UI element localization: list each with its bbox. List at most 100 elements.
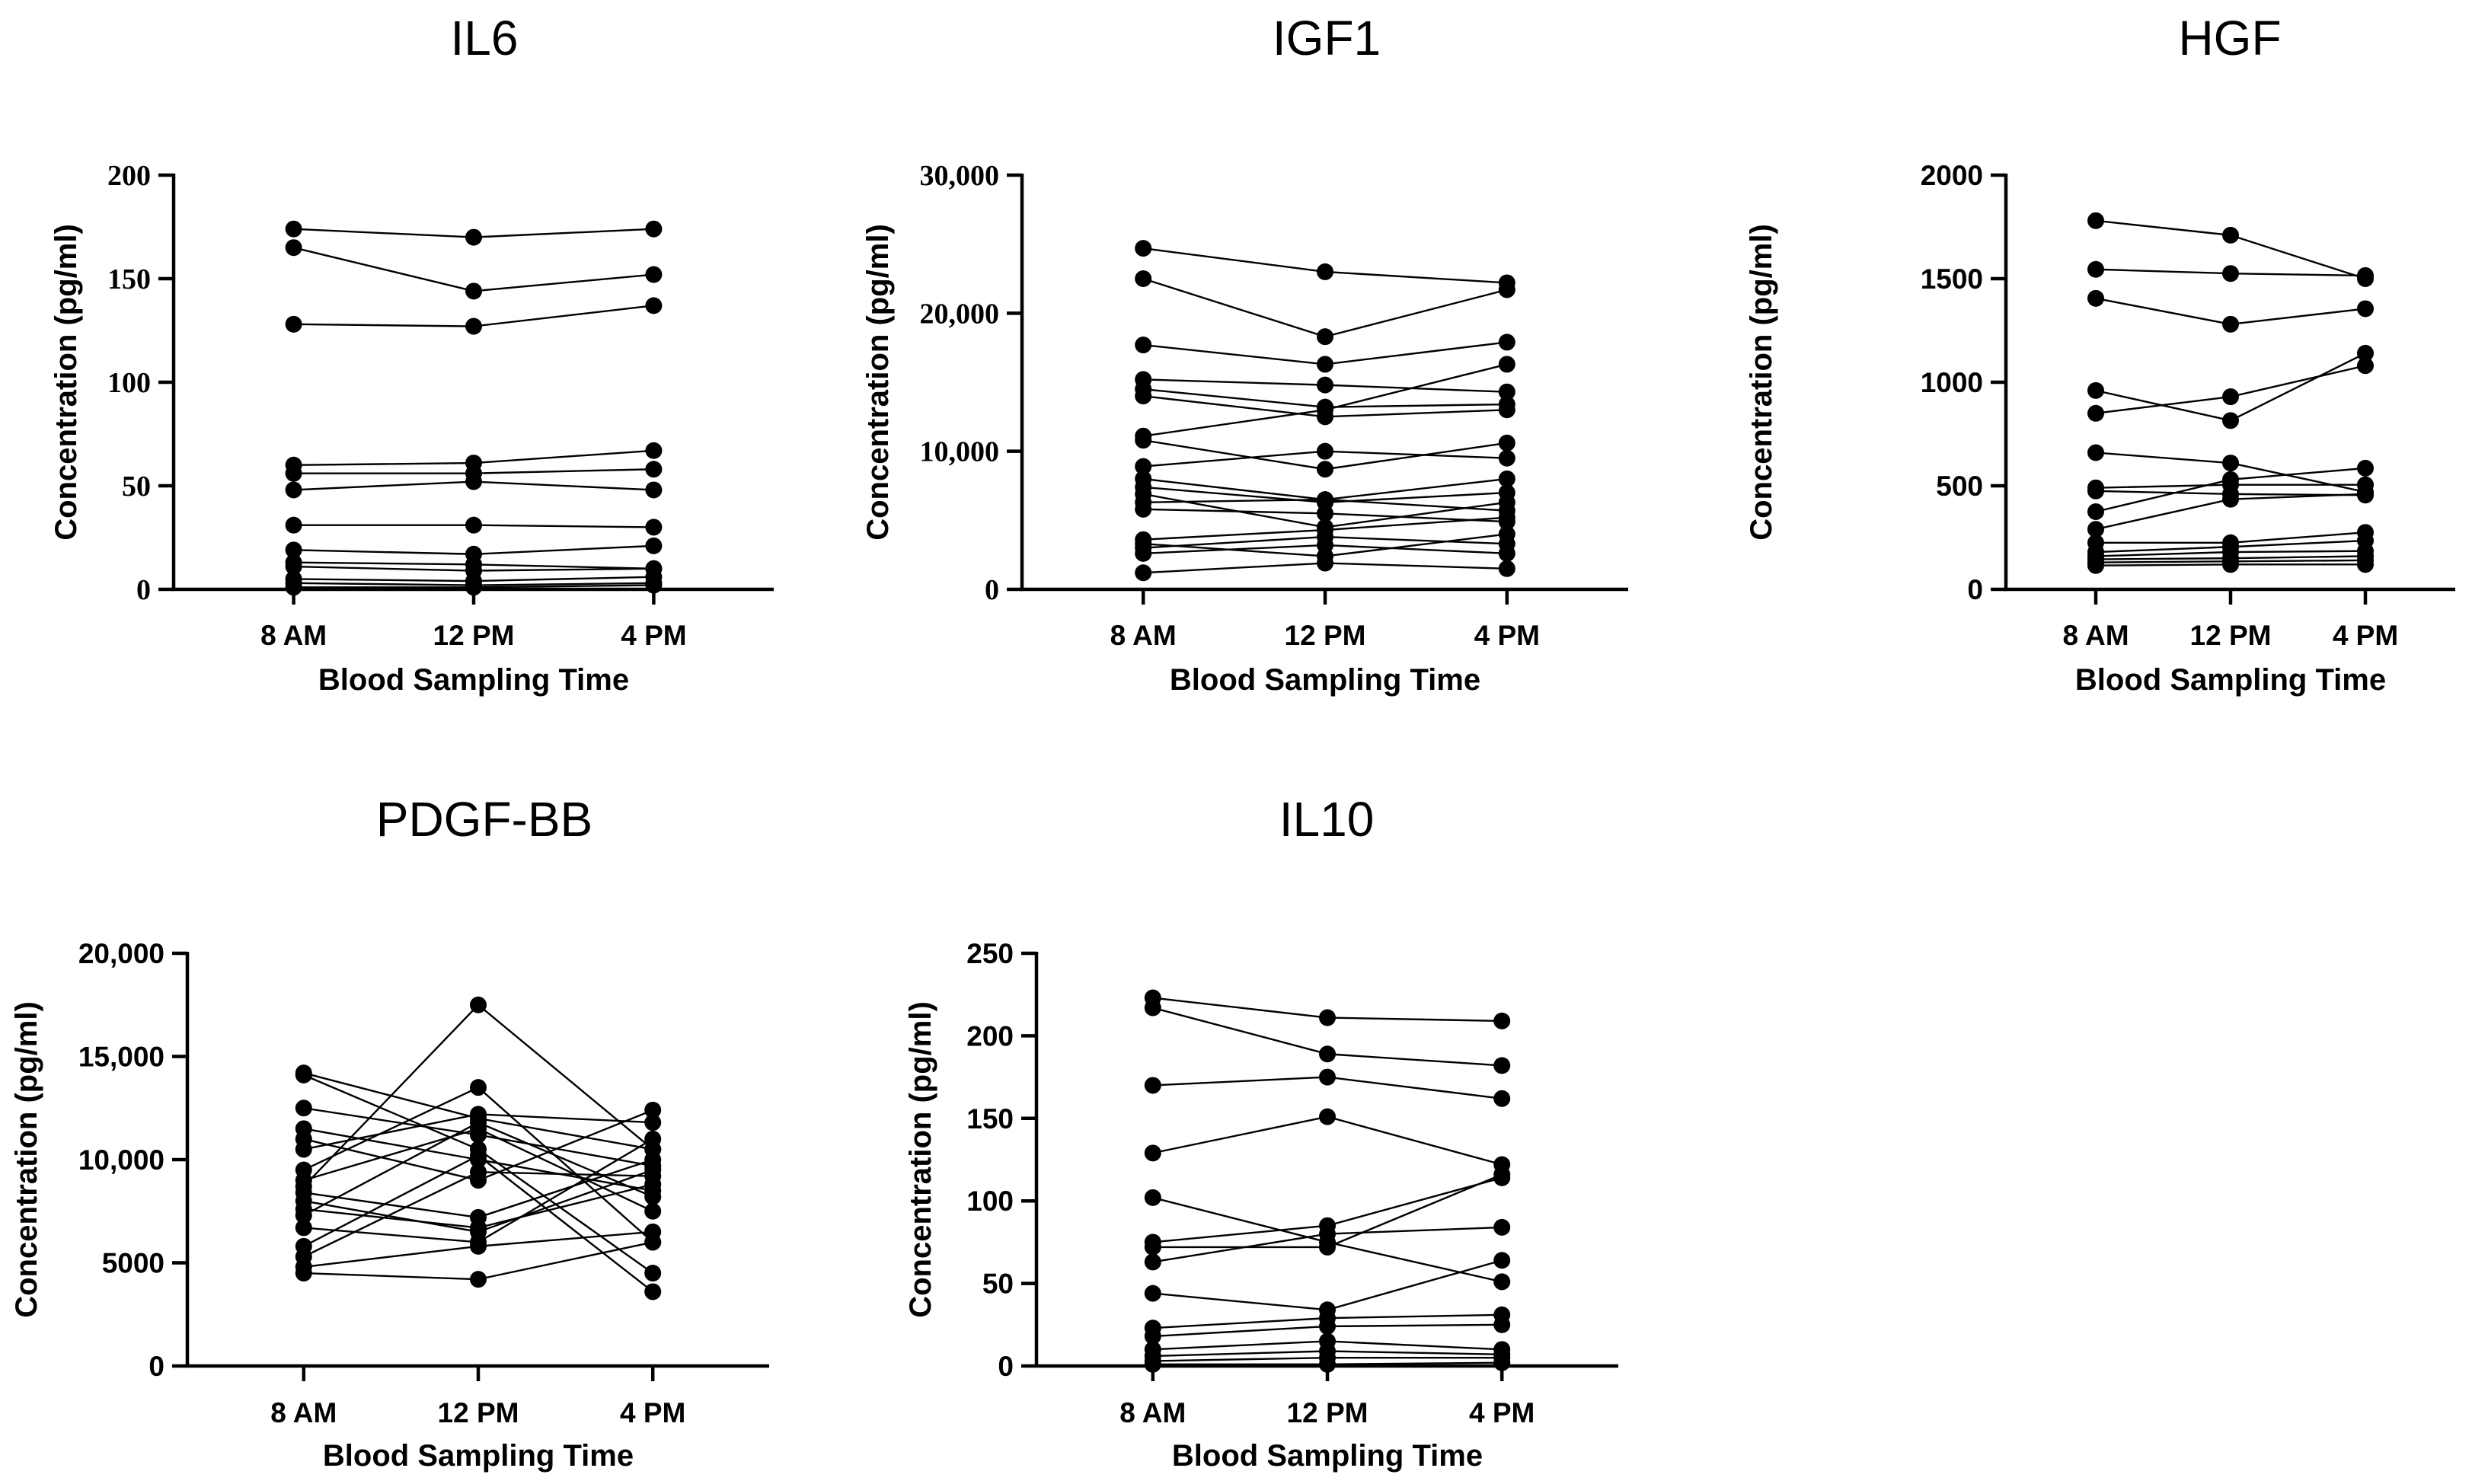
data-point	[2087, 289, 2104, 307]
data-point	[1498, 544, 1515, 562]
data-point	[2087, 503, 2104, 520]
data-point	[470, 1219, 487, 1237]
data-point	[2222, 490, 2239, 508]
chart-title: HGF	[2178, 11, 2281, 65]
x-tick-label: 8 AM	[270, 1397, 337, 1428]
data-point	[1493, 1252, 1511, 1269]
chart-panel-4: IL10 0 50 100 150 200 250 8 AM 12 PM 4 PM Blood Sa…	[904, 792, 1618, 1473]
y-tick-label: 150	[966, 1103, 1014, 1135]
data-point	[1144, 1285, 1161, 1302]
data-point	[1317, 536, 1333, 554]
x-tick-label: 4 PM	[620, 1397, 685, 1428]
data-point	[1319, 1225, 1336, 1243]
data-point	[1144, 999, 1161, 1016]
data-point	[1317, 461, 1333, 478]
data-point	[1144, 1077, 1161, 1094]
chart-panel-0: IL6 0 50 100 150 200 8 AM 12 PM 4 PM Blood Sampli…	[50, 11, 774, 697]
data-point	[470, 1147, 487, 1164]
data-point	[1498, 401, 1515, 419]
data-point	[1498, 334, 1515, 351]
data-point	[285, 541, 302, 559]
data-point	[470, 1271, 487, 1288]
data-point	[465, 318, 482, 335]
data-point	[1498, 281, 1515, 298]
y-tick-label: 500	[1936, 471, 1983, 502]
data-point	[645, 442, 663, 459]
data-point	[1493, 1273, 1511, 1291]
data-point	[1319, 1009, 1336, 1026]
data-point	[1319, 1068, 1336, 1086]
data-point	[644, 1167, 662, 1185]
y-tick-label: 20,000	[78, 938, 164, 969]
data-point	[1319, 1317, 1336, 1335]
y-tick-label: 250	[966, 938, 1014, 969]
data-point	[1498, 356, 1515, 373]
data-point	[1498, 470, 1515, 487]
data-point	[1493, 1354, 1511, 1371]
x-axis-label: Blood Sampling Time	[323, 1439, 634, 1473]
data-point	[645, 481, 663, 499]
data-point	[2087, 557, 2104, 574]
y-axis-label: Concentration (pg/ml)	[904, 1001, 937, 1318]
x-axis-label: Blood Sampling Time	[2075, 663, 2386, 697]
data-point	[645, 297, 663, 314]
data-point	[644, 1265, 662, 1282]
data-point	[295, 1265, 312, 1282]
data-point	[2222, 556, 2239, 573]
y-tick-label: 0	[985, 574, 999, 606]
data-point	[2357, 344, 2374, 362]
y-tick-label: 0	[149, 1351, 164, 1382]
data-point	[1319, 1108, 1336, 1125]
data-point	[644, 1130, 662, 1147]
x-axis-label: Blood Sampling Time	[1170, 663, 1480, 697]
data-point	[1135, 458, 1152, 475]
data-point	[644, 1188, 662, 1205]
data-point	[1135, 388, 1152, 405]
data-point	[644, 1114, 662, 1131]
data-point	[285, 239, 302, 257]
data-point	[1317, 263, 1333, 280]
data-point	[645, 220, 663, 238]
data-point	[1317, 328, 1333, 346]
y-tick-label: 100	[966, 1186, 1014, 1217]
x-tick-label: 4 PM	[621, 620, 686, 651]
data-point	[2357, 300, 2374, 318]
data-point	[285, 481, 302, 499]
data-point	[1319, 1355, 1336, 1373]
data-point	[1493, 1316, 1511, 1333]
data-point	[1144, 1238, 1161, 1256]
data-point	[1493, 1012, 1511, 1029]
y-axis-label: Concentration (pg/ml)	[10, 1001, 43, 1318]
x-tick-label: 4 PM	[2333, 620, 2398, 651]
x-tick-label: 8 AM	[2062, 620, 2129, 651]
data-point	[1498, 560, 1515, 577]
data-point	[2222, 315, 2239, 333]
data-point	[644, 1283, 662, 1300]
data-point	[2357, 266, 2374, 284]
data-point	[2087, 212, 2104, 229]
data-point	[2222, 455, 2239, 472]
data-point	[2222, 265, 2239, 282]
y-tick-label: 50	[982, 1269, 1014, 1300]
y-tick-label: 0	[1967, 574, 1983, 605]
data-point	[2357, 459, 2374, 477]
data-point	[295, 1066, 312, 1083]
data-point	[645, 519, 663, 536]
x-tick-label: 12 PM	[2190, 620, 2272, 651]
data-point	[465, 282, 482, 300]
data-point	[1493, 1166, 1511, 1183]
data-point	[2087, 482, 2104, 499]
series-line-1	[1142, 277, 1508, 338]
data-point	[645, 266, 663, 283]
x-axis-label: Blood Sampling Time	[318, 663, 629, 697]
data-point	[465, 473, 482, 490]
data-point	[1319, 1238, 1336, 1256]
x-tick-label: 12 PM	[1285, 620, 1366, 651]
data-point	[2222, 226, 2239, 244]
chart-title: IL10	[1279, 792, 1375, 847]
data-point	[470, 996, 487, 1013]
data-point	[1135, 500, 1152, 518]
data-point	[644, 1101, 662, 1119]
data-point	[644, 1233, 662, 1251]
chart-title: IL6	[451, 11, 519, 65]
